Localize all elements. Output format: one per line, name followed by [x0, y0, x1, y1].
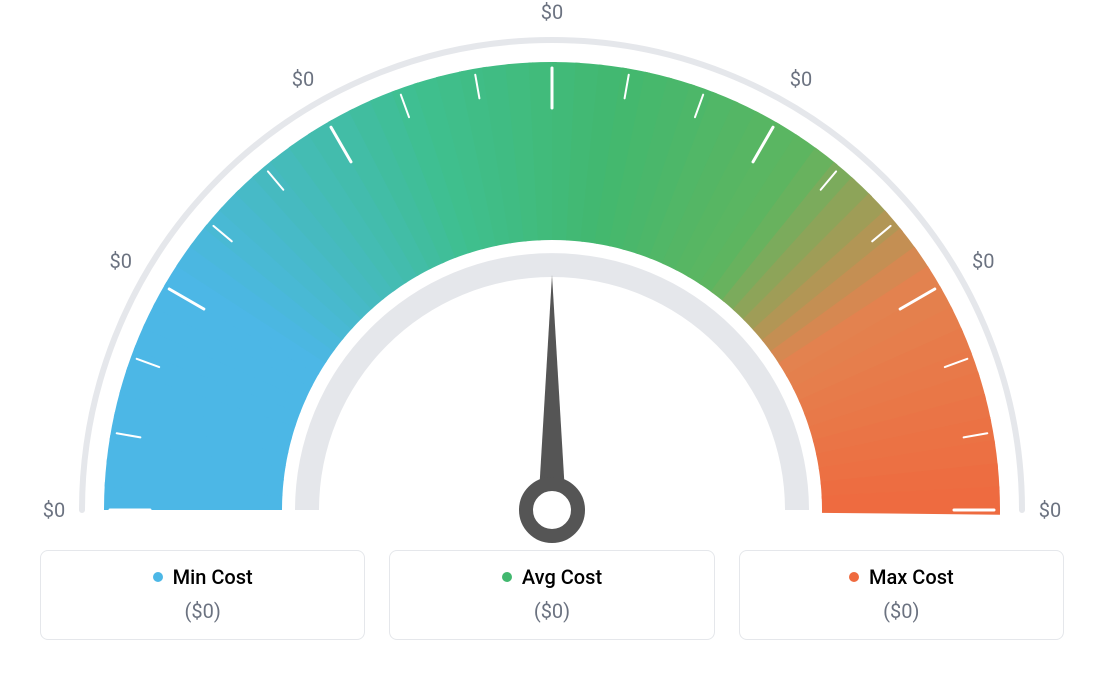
legend-card-avg: Avg Cost ($0) [389, 550, 714, 640]
gauge-tick-label: $0 [972, 249, 994, 273]
gauge-tick-label: $0 [109, 249, 131, 273]
legend-title-avg: Avg Cost [502, 565, 602, 589]
legend-value-avg: ($0) [390, 599, 713, 623]
gauge-wrap: $0$0$0$0$0$0$0 [40, 10, 1064, 550]
gauge-svg [40, 10, 1064, 550]
legend-label-min: Min Cost [173, 565, 253, 589]
legend-title-max: Max Cost [849, 565, 954, 589]
gauge-tick-label: $0 [43, 498, 65, 522]
gauge-tick-label: $0 [790, 67, 812, 91]
legend-row: Min Cost ($0) Avg Cost ($0) Max Cost ($0… [40, 550, 1064, 640]
legend-label-max: Max Cost [869, 565, 954, 589]
legend-card-max: Max Cost ($0) [739, 550, 1064, 640]
legend-dot-avg [502, 572, 512, 582]
legend-value-max: ($0) [740, 599, 1063, 623]
legend-label-avg: Avg Cost [522, 565, 602, 589]
legend-card-min: Min Cost ($0) [40, 550, 365, 640]
legend-value-min: ($0) [41, 599, 364, 623]
legend-dot-max [849, 572, 859, 582]
legend-dot-min [153, 572, 163, 582]
gauge-tick-label: $0 [1039, 498, 1061, 522]
gauge-tick-label: $0 [541, 0, 563, 24]
legend-title-min: Min Cost [153, 565, 253, 589]
gauge-chart-container: $0 $0 $0 $0 $0 $0 $0 Min Cost ($0) Avg Cost ($… [0, 0, 1104, 690]
gauge-tick-label: $0 [292, 67, 314, 91]
